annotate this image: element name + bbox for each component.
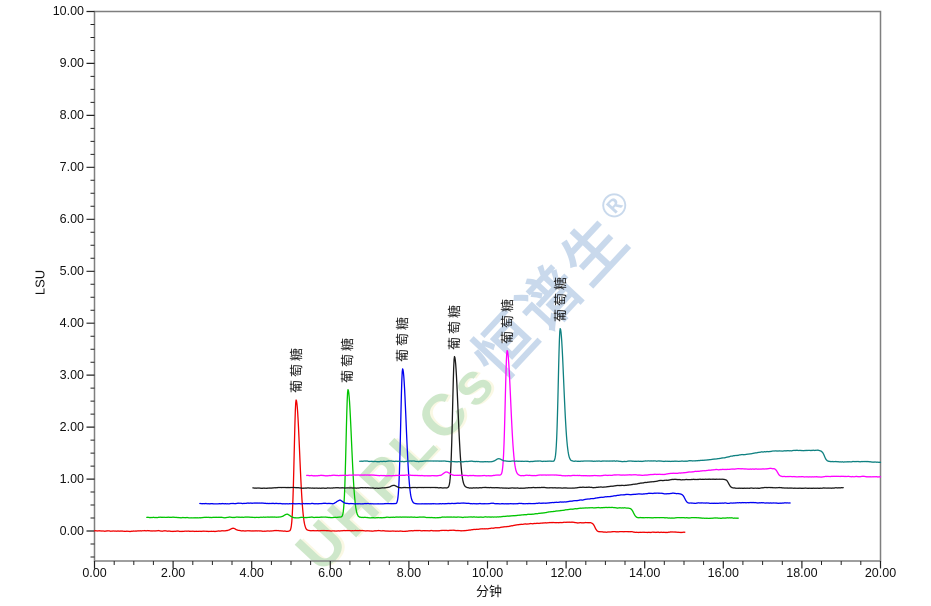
- x-tick-label: 8.00: [396, 566, 422, 580]
- trace-magenta: [306, 349, 882, 478]
- x-tick-label: 20.00: [864, 566, 897, 580]
- peak-label-magenta: 葡萄糖: [499, 295, 515, 344]
- plot-frame: [93, 10, 882, 562]
- axis-major-ticks: [86, 10, 882, 569]
- peak-label-blue: 葡萄糖: [395, 313, 411, 362]
- x-axis-title: 分钟: [476, 584, 503, 599]
- x-tick-label: 14.00: [629, 566, 661, 580]
- y-tick-label: 0.00: [59, 523, 84, 538]
- trace-red: [93, 399, 686, 534]
- trace-green: [146, 389, 739, 520]
- x-tick-label: 18.00: [786, 566, 818, 580]
- trace-blue: [199, 368, 791, 505]
- trace-black: [252, 355, 844, 489]
- trace-teal: [359, 327, 882, 463]
- y-tick-label: 4.00: [59, 315, 84, 330]
- x-tick-label: 16.00: [707, 566, 739, 580]
- peak-label-red: 葡萄糖: [288, 345, 304, 394]
- y-tick-label: 7.00: [59, 159, 84, 174]
- y-tick-label: 9.00: [59, 55, 84, 70]
- x-tick-label: 6.00: [318, 566, 343, 580]
- y-tick-label: 2.00: [59, 419, 84, 434]
- x-tick-label: 10.00: [471, 566, 504, 580]
- peak-label-green: 葡萄糖: [340, 334, 356, 383]
- x-tick-label: 4.00: [239, 566, 264, 580]
- y-tick-label: 5.00: [59, 263, 84, 278]
- peak-label-teal: 葡萄糖: [552, 273, 568, 322]
- axis-minor-ticks: [90, 24, 862, 565]
- x-tick-label: 2.00: [160, 566, 186, 580]
- y-tick-label: 8.00: [59, 107, 84, 122]
- y-tick-label: 1.00: [59, 471, 84, 486]
- y-tick-label: 6.00: [59, 211, 84, 226]
- y-tick-label: 10.00: [52, 4, 84, 18]
- y-tick-label: 3.00: [59, 367, 84, 382]
- x-tick-label: 12.00: [550, 566, 582, 580]
- peak-label-black: 葡萄糖: [446, 301, 462, 350]
- x-tick-label: 0.00: [82, 566, 107, 580]
